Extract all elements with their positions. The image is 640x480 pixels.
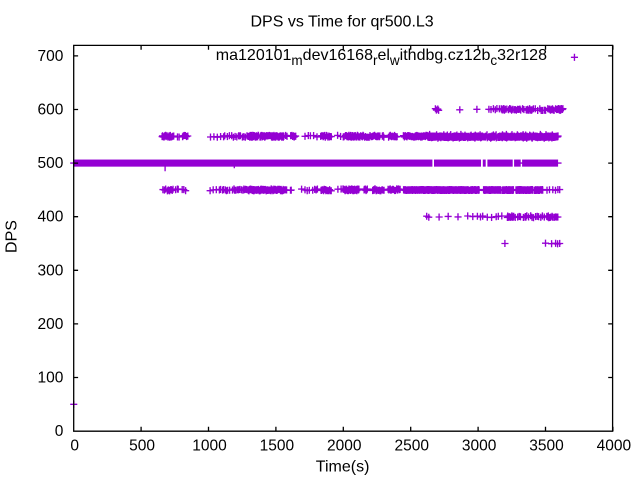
svg-text:ma120101mdev16168relwithdbg.cz: ma120101mdev16168relwithdbg.cz12bc32r128 bbox=[216, 47, 547, 68]
svg-text:100: 100 bbox=[38, 370, 64, 387]
svg-text:2000: 2000 bbox=[327, 437, 362, 454]
svg-text:300: 300 bbox=[38, 262, 64, 279]
svg-text:DPS: DPS bbox=[4, 220, 21, 253]
svg-text:1500: 1500 bbox=[260, 437, 295, 454]
svg-text:Time(s): Time(s) bbox=[316, 459, 370, 476]
svg-text:700: 700 bbox=[38, 48, 64, 65]
svg-text:3000: 3000 bbox=[462, 437, 497, 454]
svg-text:600: 600 bbox=[38, 102, 64, 119]
svg-text:0: 0 bbox=[70, 437, 79, 454]
svg-text:DPS vs Time for qr500.L3: DPS vs Time for qr500.L3 bbox=[251, 13, 434, 30]
svg-text:2500: 2500 bbox=[394, 437, 429, 454]
svg-text:1000: 1000 bbox=[192, 437, 227, 454]
svg-text:500: 500 bbox=[38, 155, 64, 172]
svg-text:500: 500 bbox=[129, 437, 155, 454]
svg-text:4000: 4000 bbox=[597, 437, 632, 454]
svg-text:400: 400 bbox=[38, 209, 64, 226]
svg-text:3500: 3500 bbox=[529, 437, 564, 454]
svg-text:0: 0 bbox=[55, 423, 64, 440]
svg-text:200: 200 bbox=[38, 316, 64, 333]
